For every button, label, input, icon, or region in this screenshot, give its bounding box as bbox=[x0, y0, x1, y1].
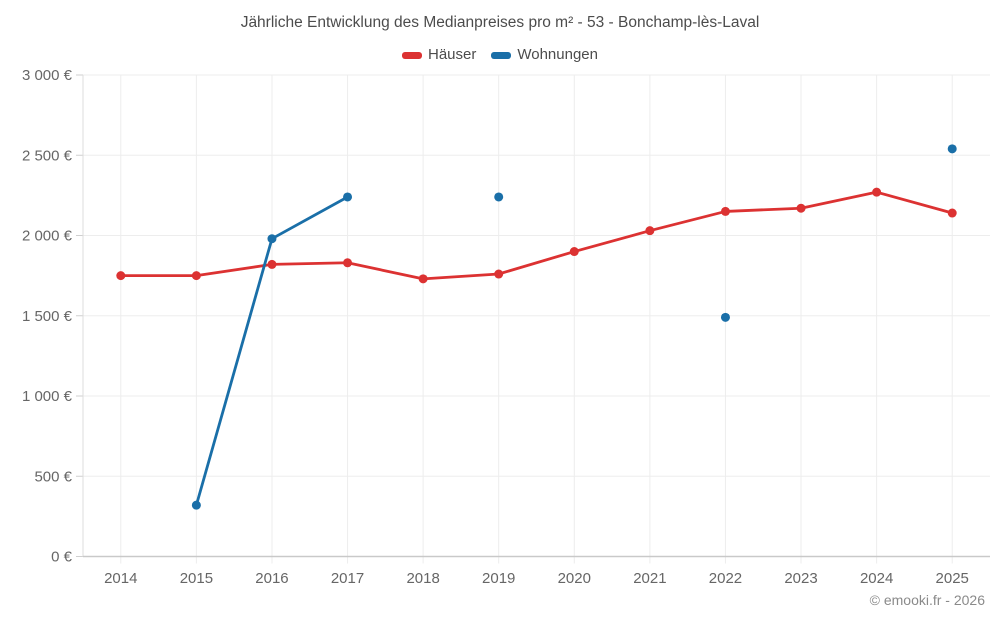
copyright-text: © emooki.fr - 2026 bbox=[869, 592, 985, 608]
legend-label-haeuser: Häuser bbox=[428, 46, 477, 63]
data-point[interactable] bbox=[872, 187, 882, 197]
data-point[interactable] bbox=[494, 192, 504, 202]
x-axis-tick-label: 2018 bbox=[406, 570, 439, 587]
y-axis-tick-label: 2 000 € bbox=[22, 228, 73, 245]
x-axis-tick-label: 2025 bbox=[936, 570, 969, 587]
x-axis-tick-label: 2021 bbox=[633, 570, 666, 587]
legend: Häuser Wohnungen bbox=[0, 46, 1000, 64]
data-point[interactable] bbox=[343, 258, 353, 268]
y-axis-tick-label: 3 000 € bbox=[22, 67, 73, 84]
data-point[interactable] bbox=[569, 247, 579, 257]
series-line bbox=[119, 190, 954, 281]
data-point[interactable] bbox=[116, 271, 126, 281]
data-point[interactable] bbox=[267, 259, 277, 269]
legend-item-haeuser[interactable]: Häuser bbox=[402, 46, 476, 64]
data-point[interactable] bbox=[191, 500, 201, 510]
y-axis-tick-label: 0 € bbox=[51, 549, 73, 566]
legend-item-wohnungen[interactable]: Wohnungen bbox=[491, 46, 598, 64]
legend-label-wohnungen: Wohnungen bbox=[517, 46, 598, 63]
data-point[interactable] bbox=[267, 234, 277, 244]
chart-title: Jährliche Entwicklung des Medianpreises … bbox=[240, 14, 760, 31]
legend-swatch-haeuser bbox=[402, 51, 422, 59]
x-axis-tick-label: 2020 bbox=[558, 570, 591, 587]
data-point[interactable] bbox=[947, 144, 957, 154]
data-point[interactable] bbox=[645, 226, 655, 236]
y-axis-tick-label: 1 000 € bbox=[22, 388, 73, 405]
x-axis-tick-label: 2022 bbox=[709, 570, 742, 587]
x-axis-tick-label: 2024 bbox=[860, 570, 893, 587]
data-point[interactable] bbox=[343, 192, 353, 202]
x-axis-tick-label: 2014 bbox=[104, 570, 137, 587]
data-point[interactable] bbox=[720, 206, 730, 216]
x-axis-tick-label: 2023 bbox=[784, 570, 817, 587]
data-point[interactable] bbox=[191, 271, 201, 281]
x-axis-tick-label: 2016 bbox=[255, 570, 288, 587]
y-axis-tick-label: 2 500 € bbox=[22, 147, 73, 164]
data-point[interactable] bbox=[720, 312, 730, 322]
y-axis-tick-label: 1 500 € bbox=[22, 308, 73, 325]
data-point[interactable] bbox=[494, 269, 504, 279]
data-point[interactable] bbox=[796, 203, 806, 213]
y-axis-tick-label: 500 € bbox=[34, 468, 72, 485]
data-point[interactable] bbox=[947, 208, 957, 218]
x-axis-tick-label: 2019 bbox=[482, 570, 515, 587]
legend-swatch-wohnungen bbox=[491, 51, 512, 59]
data-point[interactable] bbox=[418, 274, 428, 284]
x-axis-tick-label: 2017 bbox=[331, 570, 364, 587]
x-axis-tick-label: 2015 bbox=[180, 570, 213, 587]
